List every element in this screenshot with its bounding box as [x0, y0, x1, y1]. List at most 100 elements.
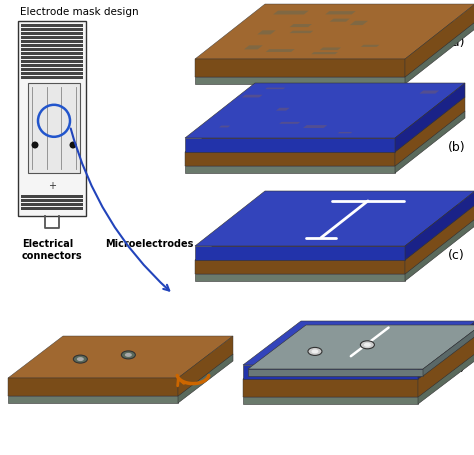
Polygon shape — [8, 396, 178, 403]
Bar — [21, 49, 83, 51]
Bar — [21, 61, 83, 63]
Polygon shape — [242, 96, 263, 98]
Bar — [21, 53, 83, 56]
Polygon shape — [279, 122, 301, 125]
Polygon shape — [319, 48, 341, 51]
Polygon shape — [178, 336, 233, 396]
Polygon shape — [405, 5, 474, 78]
Polygon shape — [8, 336, 233, 378]
Polygon shape — [337, 133, 352, 134]
Polygon shape — [195, 206, 474, 260]
Polygon shape — [195, 78, 405, 85]
Polygon shape — [423, 325, 474, 376]
Polygon shape — [405, 219, 474, 281]
Ellipse shape — [121, 351, 136, 359]
Polygon shape — [185, 153, 395, 167]
Bar — [28, 84, 80, 174]
Bar — [21, 41, 83, 43]
Polygon shape — [8, 354, 233, 396]
Text: (b): (b) — [448, 141, 465, 154]
Polygon shape — [195, 260, 405, 274]
Ellipse shape — [125, 353, 132, 357]
Polygon shape — [243, 379, 418, 397]
Polygon shape — [248, 369, 423, 376]
Polygon shape — [244, 46, 263, 50]
Polygon shape — [276, 109, 290, 111]
Polygon shape — [418, 321, 474, 379]
Polygon shape — [325, 12, 356, 15]
Circle shape — [31, 142, 38, 149]
Polygon shape — [185, 84, 465, 139]
Text: Electrical
connectors: Electrical connectors — [22, 238, 82, 260]
Polygon shape — [195, 5, 474, 60]
Bar — [21, 200, 83, 202]
Polygon shape — [185, 112, 465, 167]
Polygon shape — [418, 335, 474, 397]
Text: Electrode mask design: Electrode mask design — [20, 7, 138, 17]
Polygon shape — [395, 98, 465, 167]
Ellipse shape — [360, 341, 374, 349]
Polygon shape — [219, 126, 230, 128]
Bar — [21, 37, 83, 40]
Ellipse shape — [73, 355, 87, 363]
Text: +: + — [48, 181, 56, 191]
Polygon shape — [418, 353, 474, 404]
Polygon shape — [290, 25, 312, 28]
Polygon shape — [243, 365, 418, 379]
Polygon shape — [405, 206, 474, 274]
Polygon shape — [243, 397, 418, 404]
Polygon shape — [311, 53, 338, 55]
Polygon shape — [185, 167, 395, 174]
Bar — [21, 196, 83, 198]
Polygon shape — [265, 88, 285, 90]
Polygon shape — [361, 46, 380, 48]
Polygon shape — [185, 98, 465, 153]
Polygon shape — [395, 112, 465, 174]
Ellipse shape — [308, 348, 322, 356]
Bar — [21, 73, 83, 76]
Bar — [21, 57, 83, 59]
Bar — [21, 45, 83, 47]
Polygon shape — [8, 378, 178, 396]
Polygon shape — [195, 192, 474, 247]
Text: (d): (d) — [448, 361, 466, 374]
Bar — [18, 22, 86, 217]
Bar — [21, 29, 83, 31]
Bar — [21, 65, 83, 67]
Text: (a): (a) — [448, 35, 465, 48]
Polygon shape — [405, 23, 474, 85]
Polygon shape — [243, 321, 474, 365]
Polygon shape — [178, 354, 233, 403]
Polygon shape — [273, 11, 309, 15]
Ellipse shape — [364, 343, 371, 347]
Polygon shape — [395, 84, 465, 153]
Polygon shape — [248, 325, 474, 369]
Bar — [21, 25, 83, 27]
Bar — [21, 33, 83, 35]
Text: Microelectrodes: Microelectrodes — [105, 238, 193, 248]
Polygon shape — [195, 23, 474, 78]
Polygon shape — [195, 274, 405, 281]
Polygon shape — [195, 219, 474, 274]
Ellipse shape — [311, 349, 319, 354]
Polygon shape — [265, 50, 295, 53]
Circle shape — [70, 142, 76, 149]
Polygon shape — [195, 60, 405, 78]
Polygon shape — [350, 22, 368, 26]
Polygon shape — [243, 335, 474, 379]
Ellipse shape — [77, 357, 84, 361]
Polygon shape — [303, 126, 327, 129]
Text: (c): (c) — [448, 248, 465, 261]
Bar — [21, 203, 83, 206]
Bar — [21, 77, 83, 79]
Polygon shape — [419, 91, 439, 94]
Polygon shape — [290, 32, 313, 34]
Polygon shape — [405, 192, 474, 260]
Polygon shape — [195, 247, 405, 260]
Bar — [21, 69, 83, 71]
Bar — [21, 207, 83, 210]
Polygon shape — [257, 31, 276, 35]
Polygon shape — [329, 20, 350, 23]
Polygon shape — [243, 353, 474, 397]
Polygon shape — [185, 139, 395, 153]
